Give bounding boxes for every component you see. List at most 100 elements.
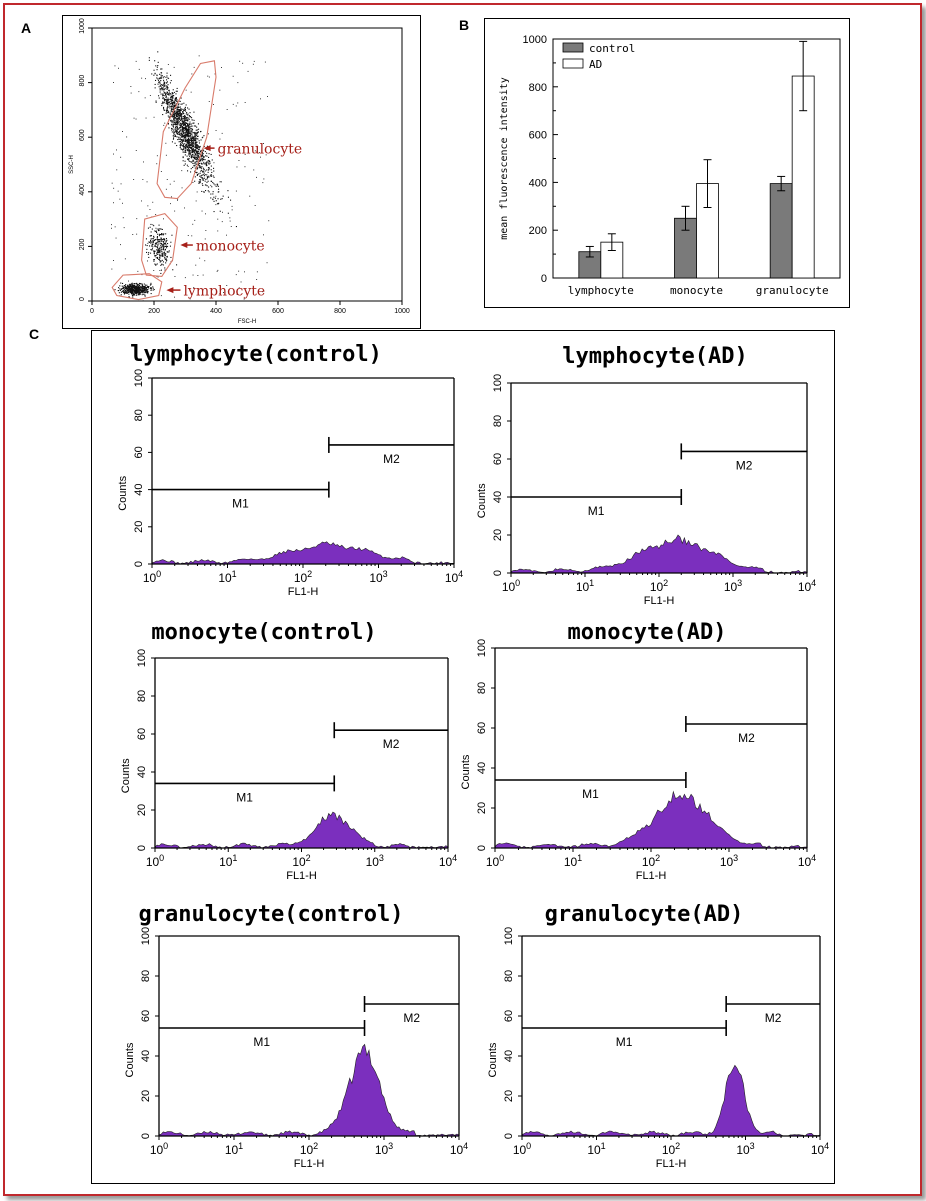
event-dot	[173, 91, 175, 93]
event-dot	[182, 156, 184, 158]
event-dot	[188, 128, 190, 130]
event-dot	[136, 218, 138, 220]
event-dot	[119, 285, 121, 287]
event-dot	[166, 99, 168, 101]
event-dot	[193, 122, 195, 124]
event-dot	[201, 190, 203, 192]
event-dot	[189, 125, 191, 127]
event-dot	[185, 89, 187, 91]
event-dot	[208, 169, 210, 171]
event-dot	[172, 269, 174, 271]
event-dot	[227, 212, 229, 214]
event-dot	[174, 121, 176, 123]
event-dot	[180, 116, 182, 118]
event-dot	[173, 95, 175, 97]
event-dot	[136, 289, 138, 291]
event-dot	[178, 128, 180, 130]
event-dot	[162, 255, 164, 257]
event-dot	[163, 106, 165, 108]
event-dot	[157, 239, 159, 241]
event-dot	[143, 288, 145, 290]
event-dot	[185, 132, 187, 134]
event-dot	[153, 116, 155, 118]
event-dot	[136, 283, 138, 285]
event-dot	[138, 284, 140, 286]
event-dot	[145, 78, 146, 80]
event-dot	[179, 133, 181, 135]
event-dot	[166, 91, 168, 93]
event-dot	[189, 130, 191, 132]
event-dot	[177, 133, 179, 135]
y-axis-label: Counts	[460, 754, 472, 789]
event-dot	[117, 190, 119, 192]
event-dot	[156, 163, 158, 165]
event-dot	[161, 253, 163, 255]
event-dot	[156, 253, 158, 255]
event-dot	[158, 258, 160, 260]
event-dot	[174, 210, 176, 212]
event-dot	[193, 66, 195, 68]
event-dot	[150, 249, 152, 251]
event-dot	[159, 254, 161, 256]
event-dot	[143, 290, 145, 292]
event-dot	[153, 260, 155, 262]
event-dot	[175, 121, 177, 123]
event-dot	[205, 190, 207, 192]
event-dot	[163, 245, 165, 247]
event-dot	[182, 121, 184, 123]
event-dot	[170, 74, 172, 76]
event-dot	[168, 251, 170, 253]
event-dot	[180, 136, 182, 138]
event-dot	[130, 284, 132, 286]
event-dot	[159, 84, 161, 86]
x-tick-label: 800	[334, 308, 346, 315]
event-dot	[162, 88, 164, 90]
event-dot	[179, 123, 181, 125]
event-dot	[217, 230, 219, 232]
event-dot	[182, 127, 184, 129]
event-dot	[195, 158, 197, 160]
event-dot	[167, 245, 169, 247]
event-dot	[263, 234, 264, 236]
x-tick-label: 104	[798, 578, 816, 594]
event-dot	[208, 191, 210, 193]
event-dot	[196, 154, 198, 156]
event-dot	[197, 145, 199, 147]
event-dot	[137, 287, 139, 289]
event-dot	[131, 287, 133, 289]
event-dot	[256, 279, 258, 280]
event-dot	[140, 288, 142, 290]
event-dot	[165, 253, 167, 255]
event-dot	[161, 259, 163, 261]
legend-swatch-control	[562, 42, 584, 53]
event-dot	[159, 259, 161, 261]
y-tick-label: 800	[529, 82, 547, 94]
event-dot	[176, 119, 178, 121]
event-dot	[147, 291, 149, 293]
event-dot	[174, 98, 176, 100]
event-dot	[157, 240, 159, 242]
event-dot	[158, 243, 160, 245]
gate-arrow-head	[166, 287, 174, 294]
event-dot	[120, 183, 122, 185]
event-dot	[172, 121, 174, 123]
event-dot	[163, 252, 165, 254]
event-dot	[192, 139, 194, 141]
event-dot	[150, 252, 152, 254]
event-dot	[183, 146, 185, 148]
y-tick-label: 80	[476, 682, 488, 694]
event-dot	[194, 134, 196, 136]
event-dot	[195, 132, 197, 134]
event-dot	[193, 156, 195, 158]
event-dot	[137, 287, 139, 289]
event-dot	[143, 161, 144, 163]
event-dot	[165, 100, 167, 102]
event-dot	[184, 207, 185, 209]
event-dot	[192, 122, 194, 124]
event-dot	[259, 152, 260, 154]
event-dot	[177, 199, 178, 201]
event-dot	[175, 130, 177, 132]
event-dot	[168, 127, 170, 129]
event-dot	[122, 282, 124, 284]
event-dot	[191, 140, 193, 142]
